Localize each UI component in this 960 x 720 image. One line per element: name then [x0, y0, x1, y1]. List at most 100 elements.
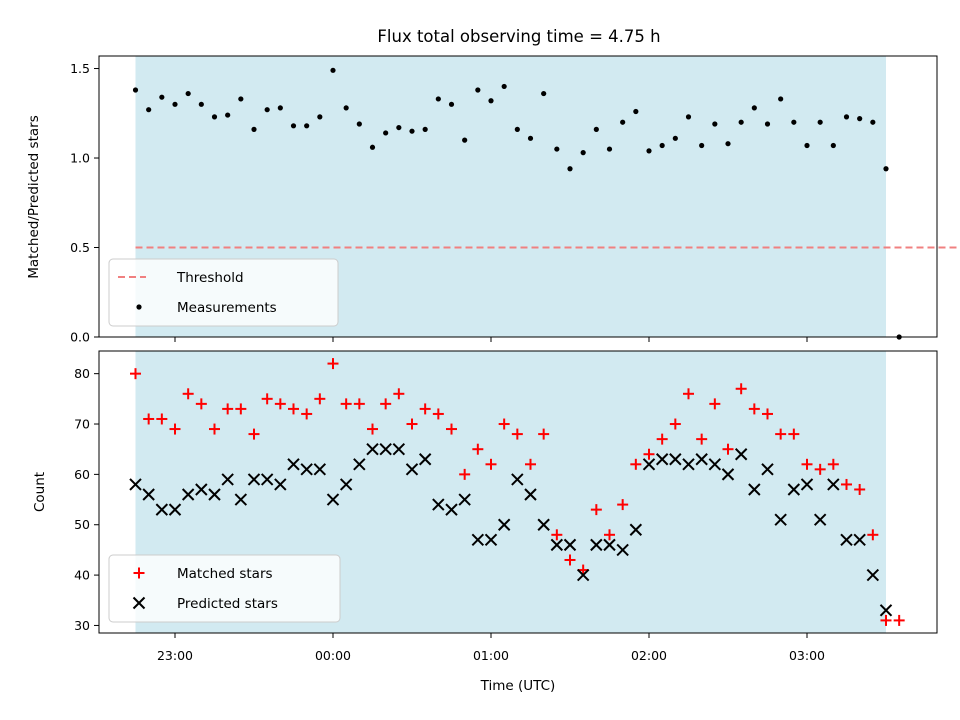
- measurement-point: [146, 107, 152, 113]
- matched-star-point: [880, 614, 892, 626]
- matched-star-point: [590, 504, 602, 516]
- measurement-point: [712, 121, 718, 127]
- count-y-axis-label: Count: [32, 472, 48, 512]
- measurement-point: [751, 105, 757, 111]
- measurement-point: [185, 90, 191, 97]
- predicted-star-point: [669, 453, 682, 466]
- y-tick-label: 1.0: [70, 151, 90, 166]
- predicted-star-point: [761, 463, 774, 476]
- matched-star-point: [432, 408, 444, 420]
- predicted-star-point: [445, 503, 458, 516]
- legend-threshold-label: Threshold: [176, 270, 244, 286]
- predicted-star-point: [379, 442, 392, 456]
- matched-star-point: [327, 358, 339, 370]
- measurement-point: [580, 150, 586, 156]
- ratio-legend: Threshold Measurements: [108, 258, 339, 327]
- predicted-star-point: [840, 533, 853, 547]
- legend-matched-swatch: [133, 567, 145, 579]
- predicted-star-point: [550, 538, 564, 552]
- matched-star-point: [195, 398, 207, 410]
- matched-star-point: [393, 388, 405, 400]
- legend-cross-marker: [132, 596, 146, 610]
- measurement-point: [409, 128, 415, 134]
- measurement-point: [541, 90, 547, 97]
- y-tick-label: 30: [74, 618, 90, 633]
- measurement-point: [225, 112, 231, 118]
- measurement-point: [159, 94, 165, 100]
- matched-star-point: [235, 403, 247, 415]
- measurement-point: [527, 135, 534, 141]
- matched-star-point: [340, 398, 352, 410]
- predicted-star-point: [879, 604, 893, 617]
- measurement-point: [448, 101, 455, 107]
- count-legend-box: [108, 554, 341, 623]
- measurement-point: [501, 83, 507, 90]
- matched-star-point: [841, 478, 852, 490]
- x-tick-label: 03:00: [789, 648, 825, 663]
- matched-star-point: [630, 458, 642, 470]
- predicted-star-point: [208, 488, 221, 501]
- predicted-star-point: [458, 493, 471, 506]
- predicted-star-point: [405, 463, 419, 476]
- predicted-star-point: [300, 463, 313, 476]
- x-tick-label: 23:00: [157, 648, 193, 663]
- matched-star-point: [669, 418, 681, 430]
- count-legend: Matched stars Predicted stars: [108, 554, 341, 623]
- predicted-star-point: [142, 488, 155, 501]
- measurement-point: [567, 166, 573, 172]
- predicted-star-point: [629, 523, 643, 536]
- predicted-star-point: [392, 442, 406, 456]
- matched-star-point: [130, 368, 141, 380]
- y-tick-label: 70: [74, 417, 90, 432]
- matched-star-point: [353, 398, 365, 410]
- predicted-star-point: [853, 533, 866, 547]
- matched-star-point: [169, 423, 181, 435]
- predicted-star-point: [813, 513, 827, 526]
- measurement-point: [633, 108, 639, 115]
- measurement-point: [343, 105, 349, 111]
- x-tick-label: 00:00: [315, 648, 351, 663]
- predicted-star-point: [524, 488, 537, 501]
- measurement-point: [488, 98, 494, 104]
- x-axis-label: Time (UTC): [480, 678, 556, 694]
- y-tick-label: 1.5: [70, 61, 90, 76]
- y-tick-label: 60: [74, 467, 90, 482]
- measurement-point: [514, 126, 520, 132]
- predicted-star-point: [247, 473, 261, 486]
- measurement-point: [764, 121, 771, 127]
- predicted-star-point: [576, 568, 590, 582]
- matched-star-point: [893, 614, 905, 626]
- chart-title: Flux total observing time = 4.75 h: [377, 27, 660, 46]
- measurement-point: [462, 137, 468, 143]
- predicted-star-point: [774, 513, 787, 526]
- ratio-x-ticks: [174, 337, 808, 342]
- predicted-star-point: [471, 533, 485, 547]
- matched-star-point: [854, 483, 866, 495]
- matched-star-point: [248, 428, 260, 440]
- measurement-point: [172, 101, 178, 107]
- matched-star-point: [301, 408, 313, 420]
- matched-star-point: [511, 428, 523, 440]
- x-tick-label: 02:00: [631, 648, 667, 663]
- matched-star-point: [683, 388, 694, 400]
- matched-star-point: [261, 393, 273, 405]
- predicted-star-point: [313, 463, 327, 476]
- matched-star-point: [525, 458, 536, 470]
- matched-star-point: [406, 418, 418, 430]
- ratio-y-axis-label: Matched/Predicted stars: [26, 115, 42, 278]
- predicted-star-point: [682, 458, 695, 471]
- predicted-star-point: [287, 458, 300, 471]
- predicted-star-point: [800, 478, 814, 491]
- measurement-point: [778, 96, 784, 102]
- measurement-point: [857, 116, 863, 122]
- measurement-point: [843, 114, 850, 120]
- predicted-star-point: [484, 533, 498, 547]
- matched-star-point: [367, 423, 378, 435]
- predicted-star-point: [274, 478, 287, 491]
- matched-star-point: [735, 383, 747, 395]
- predicted-star-point: [590, 538, 603, 552]
- legend-predicted-swatch: [132, 596, 146, 610]
- predicted-star-point: [787, 483, 801, 496]
- measurement-point: [132, 87, 139, 93]
- measurement-points: [132, 67, 902, 340]
